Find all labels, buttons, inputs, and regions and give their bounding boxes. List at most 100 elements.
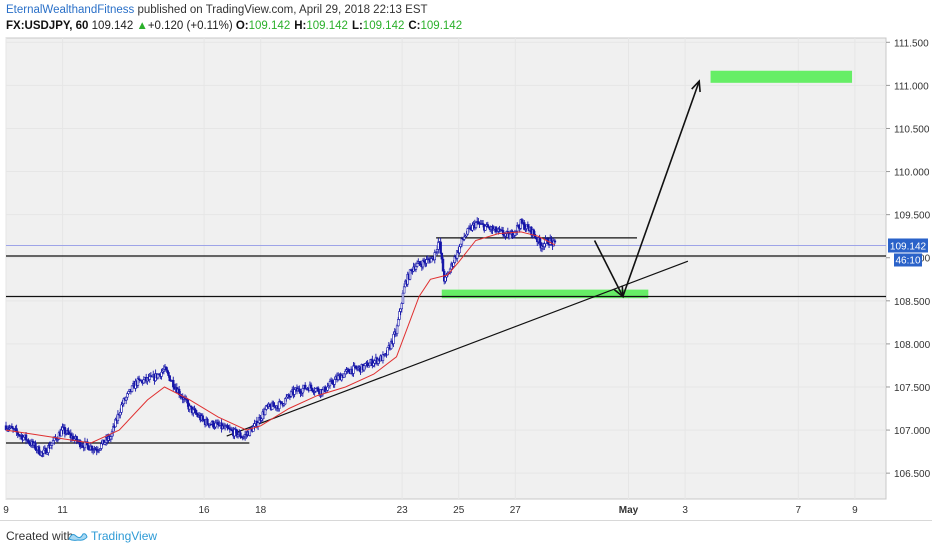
candle-body [344, 370, 347, 375]
publish-info: EternalWealthandFitness published on Tra… [6, 4, 428, 16]
high-value: 109.142 [306, 20, 348, 32]
candle-body [484, 225, 487, 231]
candle-body [333, 379, 336, 385]
candle-body [553, 240, 557, 243]
candle-body [415, 263, 419, 267]
candle-body [165, 366, 168, 371]
target-zone [441, 289, 649, 299]
candle-body [501, 230, 505, 236]
y-tick-label: 111.500 [894, 38, 929, 49]
candle-body [50, 442, 54, 446]
candle-body [168, 375, 171, 382]
candle-body [309, 384, 313, 389]
x-tick-label: 7 [796, 505, 802, 516]
candle-body [433, 252, 436, 261]
price-change: +0.120 (+0.11%) [147, 20, 233, 32]
candle-body [408, 269, 412, 280]
author-link[interactable]: EternalWealthandFitness [6, 4, 135, 16]
trend-line [226, 260, 689, 437]
candle-body [289, 391, 293, 397]
candle-body [142, 379, 146, 384]
candle-body [60, 429, 63, 437]
candle-body [27, 439, 30, 444]
candle-body [67, 430, 70, 434]
last-price-tag [888, 238, 928, 253]
candle-body [49, 445, 52, 449]
candle-body [206, 418, 209, 424]
candle-body [186, 398, 189, 404]
candle-body [253, 423, 256, 427]
candle-body [283, 398, 287, 405]
candle-body [311, 387, 314, 392]
candle-body [263, 409, 267, 416]
candle-body [430, 258, 433, 263]
tradingview-brand-link[interactable]: TradingView [91, 529, 158, 543]
x-tick-label: 25 [453, 505, 465, 516]
y-tick-label: 109.500 [894, 211, 931, 222]
candle-body [364, 363, 367, 367]
candle-body [402, 286, 406, 294]
candle-body [474, 222, 478, 228]
plot-area [5, 37, 887, 500]
y-tick-label: 107.000 [894, 426, 931, 437]
candle-body [316, 387, 320, 392]
candle-body [342, 373, 346, 378]
candle-body [395, 325, 399, 334]
x-tick-label: 16 [199, 505, 211, 516]
candle-body [167, 372, 170, 376]
target-zone [710, 70, 853, 83]
candle-body [331, 380, 334, 384]
close-value: 109.142 [420, 20, 463, 32]
projection-arrow-line [622, 80, 701, 297]
candle-body [226, 425, 229, 429]
candle-body [24, 434, 28, 441]
created-with-text: Created with [6, 529, 74, 543]
candle-body [372, 362, 375, 366]
price-chart[interactable]: 106.500107.000107.500108.000108.500109.0… [0, 36, 932, 520]
candle-body [441, 258, 445, 272]
y-tick-label: 108.500 [894, 297, 931, 308]
low-value: 109.142 [362, 20, 405, 32]
candle-body [347, 369, 350, 373]
candle-body [354, 365, 358, 369]
candle-body [471, 224, 474, 231]
footer: Created with TradingView [0, 520, 932, 551]
candle-body [440, 252, 444, 260]
projection-arrow-line [593, 240, 624, 297]
candle-body [34, 442, 37, 450]
candle-body [458, 246, 461, 254]
up-arrow-icon: ▲ [136, 20, 148, 32]
candle-body [418, 261, 421, 265]
ohlc-legend: FX:USDJPY, 60 109.142 ▲+0.120 (+0.11%) O… [6, 20, 466, 32]
y-tick-label: 110.500 [894, 124, 930, 135]
candle-body [212, 420, 215, 428]
candle-body [42, 449, 45, 454]
candle-body [398, 311, 401, 320]
candle-body [526, 224, 530, 228]
candle-body [51, 440, 55, 444]
x-tick-label: 9 [852, 505, 858, 516]
y-tick-label: 110.000 [894, 168, 930, 179]
candle-body [392, 333, 395, 344]
y-tick-label: 107.500 [894, 383, 931, 394]
candle-body [362, 365, 366, 371]
candle-body [400, 303, 404, 310]
arrow-head [613, 285, 624, 299]
candle-body [459, 243, 462, 247]
candle-body [373, 360, 376, 364]
candle-body [352, 365, 355, 374]
y-tick-label: 106.500 [894, 469, 931, 480]
x-tick-label: 27 [510, 505, 522, 516]
candle-body [452, 262, 455, 267]
candle-body [214, 422, 217, 428]
candle-body [477, 221, 480, 224]
candle-body [538, 237, 541, 243]
arrow-head [691, 79, 701, 93]
published-text: published on TradingView.com, April 29, … [137, 4, 428, 16]
candle-body [293, 389, 296, 395]
candle-body [437, 241, 440, 250]
candle-body [194, 409, 197, 414]
candle-body [127, 391, 130, 394]
candle-body [466, 228, 469, 235]
candle-body [301, 388, 305, 394]
